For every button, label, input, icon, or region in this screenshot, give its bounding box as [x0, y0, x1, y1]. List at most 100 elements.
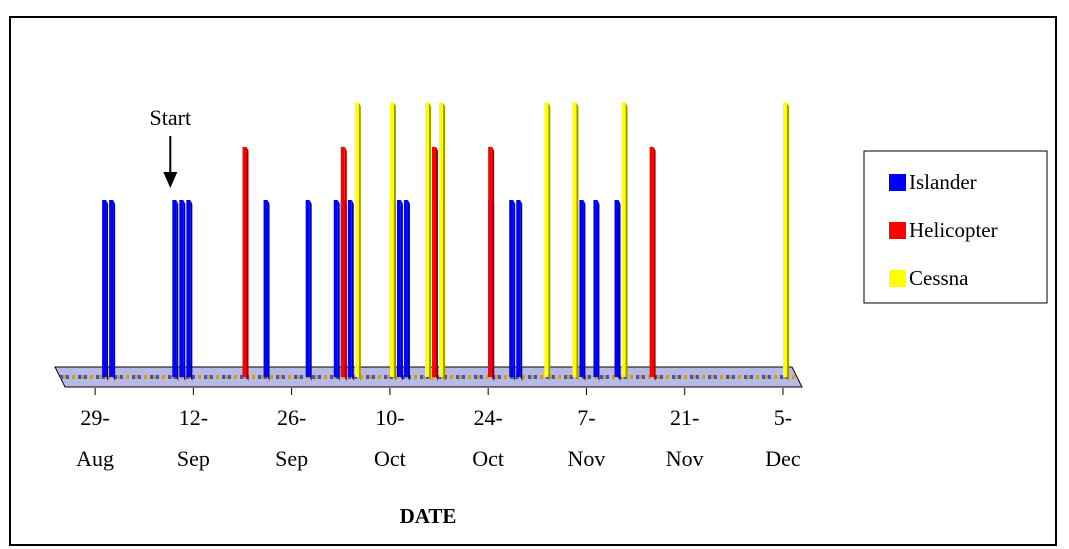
- bar-face: [432, 146, 437, 377]
- bar-side: [351, 200, 354, 381]
- x-tick-label-month: Dec: [765, 446, 801, 471]
- bar-side: [358, 102, 361, 382]
- bar-face: [593, 200, 598, 377]
- legend-label: Helicopter: [909, 218, 998, 242]
- islander-bar: [403, 200, 410, 381]
- islander-bar: [263, 200, 270, 381]
- cessna-bar: [782, 102, 789, 382]
- bar-face: [782, 102, 787, 378]
- x-tick-label-day: 10-: [375, 405, 404, 430]
- cessna-bar: [354, 102, 361, 382]
- x-tick-label-day: 26-: [277, 405, 306, 430]
- x-tick-label-day: 24-: [473, 405, 502, 430]
- x-tick: 24- Oct: [472, 388, 504, 471]
- islander-bar: [305, 200, 312, 381]
- x-tick-label-month: Aug: [76, 446, 114, 471]
- bar-side: [436, 146, 439, 381]
- bar-face: [263, 200, 268, 377]
- bar-face: [439, 102, 444, 378]
- bar-face: [109, 200, 114, 377]
- bar-side: [407, 200, 410, 381]
- bar-side: [309, 200, 312, 381]
- x-tick: 7- Nov: [567, 388, 605, 471]
- bar-side: [492, 146, 495, 381]
- x-tick-label-month: Sep: [275, 446, 308, 471]
- islander-bar: [509, 200, 516, 381]
- legend-label: Cessna: [909, 266, 969, 290]
- helicopter-bar: [488, 146, 495, 381]
- bar-side: [183, 200, 186, 381]
- legend-entry: Islander: [889, 170, 977, 194]
- bar-side: [428, 102, 431, 382]
- x-tick: 26- Sep: [275, 388, 308, 471]
- legend-swatch: [889, 270, 906, 287]
- x-tick-label-month: Oct: [374, 446, 406, 471]
- helicopter-bar: [649, 146, 656, 381]
- bar-face: [424, 102, 429, 378]
- bar-face: [389, 102, 394, 378]
- bar-side: [583, 200, 586, 381]
- x-tick-label-day: 7-: [577, 405, 595, 430]
- islander-bar: [172, 200, 179, 381]
- bar-side: [597, 200, 600, 381]
- cessna-bar: [424, 102, 431, 382]
- cessna-bar: [389, 102, 396, 382]
- islander-bar: [347, 200, 354, 381]
- x-tick-label-day: 5-: [774, 405, 792, 430]
- bar-face: [354, 102, 359, 378]
- x-tick: 10- Oct: [374, 388, 406, 471]
- islander-bar: [102, 200, 109, 381]
- legend-entry: Helicopter: [889, 218, 998, 242]
- legend-entry: Cessna: [889, 266, 969, 290]
- bar-face: [544, 102, 549, 378]
- cessna-bar: [439, 102, 446, 382]
- start-annotation: Start: [150, 105, 192, 188]
- arrow-head-icon: [163, 172, 178, 188]
- x-tick-label-month: Nov: [567, 446, 605, 471]
- x-tick-label-month: Sep: [177, 446, 210, 471]
- bar-side: [246, 146, 249, 381]
- bar-face: [396, 200, 401, 377]
- bar-side: [520, 200, 523, 381]
- helicopter-bar: [242, 146, 249, 381]
- bar-face: [403, 200, 408, 377]
- legend-label: Islander: [909, 170, 977, 194]
- bar-side: [344, 146, 347, 381]
- bar-side: [513, 200, 516, 381]
- x-tick-label-day: 12-: [179, 405, 208, 430]
- bar-face: [347, 200, 352, 377]
- bar-face: [179, 200, 184, 377]
- islander-bar: [396, 200, 403, 381]
- helicopter-bar: [340, 146, 347, 381]
- bar-side: [106, 200, 109, 381]
- bar-side: [267, 200, 270, 381]
- bar-side: [113, 200, 116, 381]
- cessna-bar: [572, 102, 579, 382]
- x-tick-label-day: 21-: [670, 405, 699, 430]
- x-tick: 29- Aug: [76, 388, 114, 471]
- legend-swatch: [889, 174, 906, 191]
- bar-side: [393, 102, 396, 382]
- bar-face: [649, 146, 654, 377]
- x-axis-title: DATE: [400, 504, 457, 528]
- islander-bar: [614, 200, 621, 381]
- bar-face: [102, 200, 107, 377]
- x-tick-label-day: 29-: [80, 405, 109, 430]
- bar-face: [186, 200, 191, 377]
- bar-side: [548, 102, 551, 382]
- islander-bar: [593, 200, 600, 381]
- bar-face: [340, 146, 345, 377]
- bar-face: [305, 200, 310, 377]
- bar-face: [172, 200, 177, 377]
- bar-face: [579, 200, 584, 377]
- bar-face: [509, 200, 514, 377]
- annotation-label: Start: [150, 105, 192, 130]
- islander-bar: [109, 200, 116, 381]
- cessna-bar: [621, 102, 628, 382]
- x-tick-label-month: Oct: [472, 446, 504, 471]
- islander-bar: [179, 200, 186, 381]
- islander-bar: [186, 200, 193, 381]
- x-tick-label-month: Nov: [666, 446, 704, 471]
- bar-side: [576, 102, 579, 382]
